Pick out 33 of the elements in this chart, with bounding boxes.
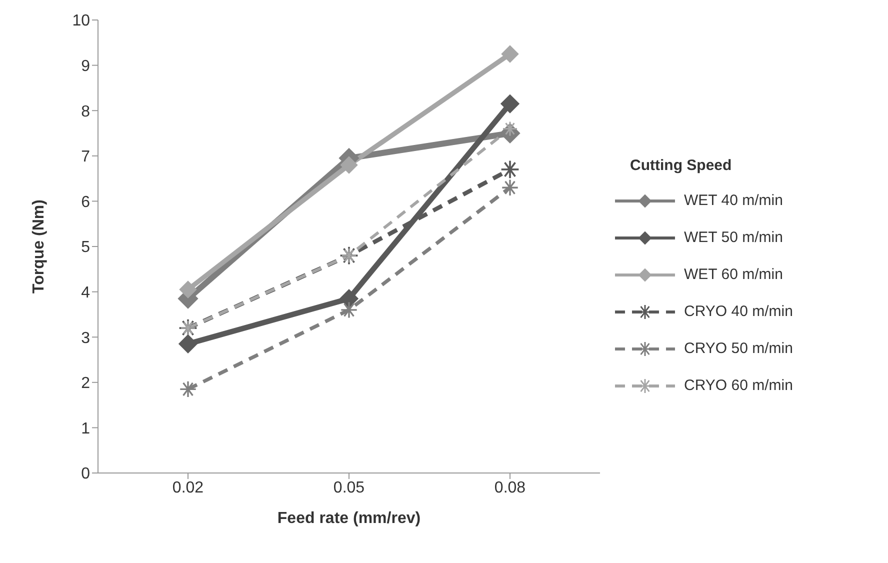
- point: [179, 280, 197, 298]
- legend-label: WET 50 m/min: [684, 229, 783, 246]
- legend-label: CRYO 40 m/min: [684, 303, 793, 320]
- legend-title: Cutting Speed: [629, 157, 733, 174]
- y-axis-title: Torque (Nm): [30, 200, 48, 294]
- y-tick-label: 6: [81, 194, 90, 211]
- point: [340, 301, 358, 319]
- y-tick-label: 0: [81, 466, 90, 483]
- point: [500, 94, 520, 114]
- y-tick-label: 1: [81, 420, 90, 438]
- legend-label: CRYO 50 m/min: [684, 340, 793, 357]
- y-tick-label: 7: [81, 148, 90, 166]
- x-axis-title: Feed rate (mm/rev): [277, 510, 421, 527]
- y-tick-label: 8: [81, 103, 90, 120]
- point: [500, 160, 520, 180]
- legend-label: WET 40 m/min: [684, 192, 783, 209]
- y-tick-label: 2: [81, 375, 90, 392]
- y-tick-label: 10: [72, 12, 90, 30]
- y-tick-label: 9: [81, 58, 90, 75]
- point: [340, 156, 358, 174]
- point: [501, 45, 519, 63]
- point: [501, 178, 519, 196]
- x-tick-label: 0.05: [333, 479, 365, 496]
- y-tick-label: 3: [81, 330, 90, 347]
- y-tick-label: 4: [81, 284, 90, 302]
- x-tick-label: 0.02: [172, 479, 204, 496]
- legend-label: WET 60 m/min: [684, 266, 783, 283]
- point: [179, 380, 197, 398]
- y-tick-label: 5: [81, 239, 90, 256]
- legend-label: CRYO 60 m/min: [684, 377, 793, 394]
- point: [340, 289, 358, 308]
- x-tick-label: 0.08: [494, 479, 526, 496]
- point: [178, 334, 198, 354]
